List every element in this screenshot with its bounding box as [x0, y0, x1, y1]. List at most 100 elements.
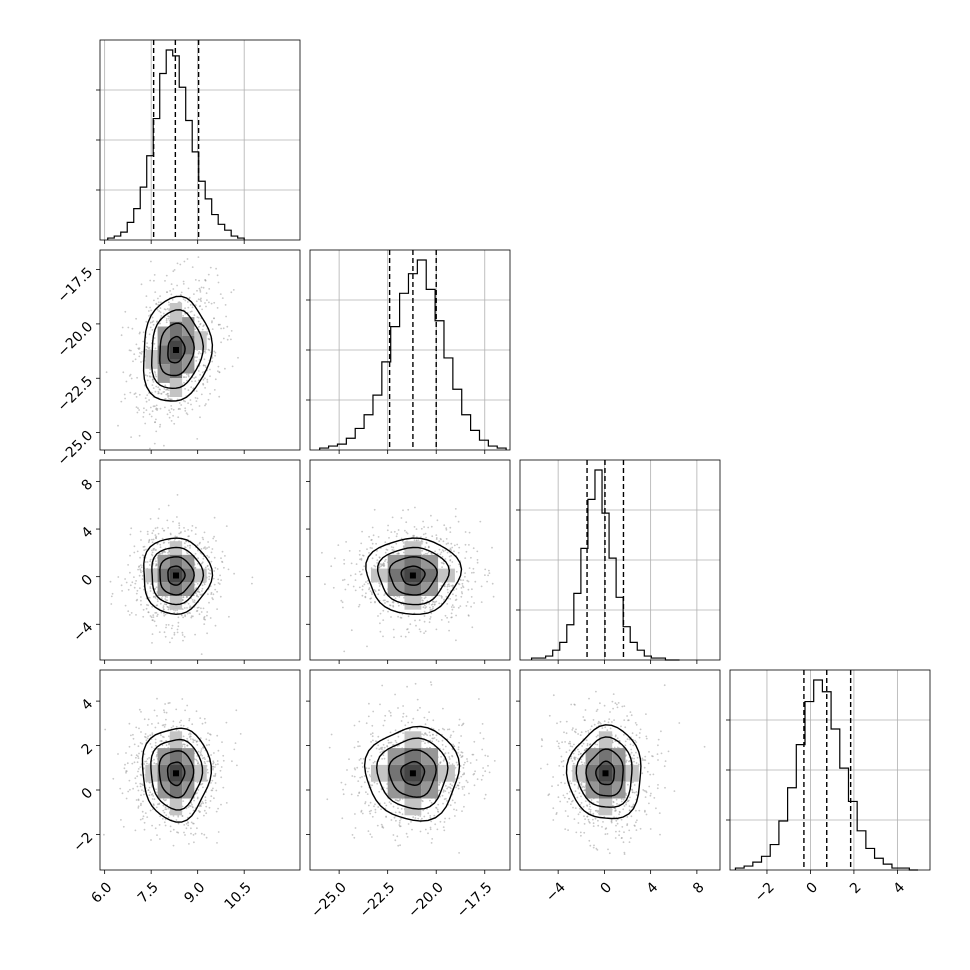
scatter-point — [181, 634, 184, 636]
scatter-point — [371, 547, 373, 549]
scatter-point — [420, 536, 422, 538]
scatter-point — [326, 798, 329, 801]
scatter-point — [153, 342, 156, 345]
scatter-point — [146, 604, 148, 606]
scatter-point — [435, 537, 438, 539]
scatter-point — [170, 293, 173, 296]
scatter-point — [154, 534, 157, 536]
scatter-point — [154, 347, 157, 350]
scatter-point — [393, 636, 395, 639]
scatter-point — [103, 833, 105, 836]
scatter-point — [353, 724, 356, 727]
scatter-point — [367, 830, 370, 832]
scatter-point — [230, 338, 232, 341]
scatter-point — [139, 782, 142, 785]
scatter-point — [119, 787, 122, 790]
scatter-point — [198, 613, 201, 616]
scatter-point — [202, 802, 205, 805]
scatter-point — [147, 718, 150, 721]
scatter-point — [438, 729, 440, 731]
scatter-point — [127, 588, 130, 591]
scatter-point — [141, 574, 144, 577]
scatter-point — [207, 568, 210, 570]
scatter-point — [429, 734, 432, 737]
scatter-point — [359, 757, 362, 760]
scatter-point — [148, 539, 151, 542]
density-frame-3-1 — [99, 459, 301, 661]
scatter-point — [193, 799, 196, 802]
scatter-point — [397, 707, 399, 709]
scatter-point — [465, 605, 468, 607]
scatter-point — [121, 792, 124, 795]
scatter-point — [164, 613, 167, 616]
scatter-point — [145, 306, 148, 309]
scatter-point — [222, 327, 225, 330]
scatter-point — [153, 804, 155, 807]
scatter-point — [105, 371, 108, 374]
scatter-point — [155, 535, 158, 538]
scatter-point — [578, 792, 581, 794]
scatter-point — [368, 588, 370, 591]
scatter-point — [354, 589, 357, 592]
scatter-point — [151, 316, 154, 319]
scatter-point — [463, 805, 465, 808]
scatter-point — [633, 791, 636, 794]
scatter-point — [203, 623, 206, 625]
scatter-point — [357, 605, 360, 608]
scatter-point — [136, 550, 139, 553]
scatter-point — [580, 731, 583, 734]
scatter-point — [138, 574, 141, 577]
scatter-point — [195, 400, 198, 402]
scatter-point — [213, 752, 215, 754]
scatter-point — [330, 733, 333, 736]
scatter-point — [194, 633, 197, 636]
scatter-point — [149, 326, 152, 329]
scatter-point — [379, 622, 381, 625]
scatter-point — [409, 623, 412, 626]
scatter-point — [149, 590, 152, 592]
scatter-point — [392, 834, 395, 836]
scatter-point — [165, 711, 168, 714]
scatter-point — [139, 766, 142, 768]
scatter-point — [195, 360, 198, 362]
scatter-point — [573, 818, 576, 820]
scatter-point — [463, 763, 465, 766]
scatter-point — [558, 765, 561, 767]
scatter-point — [413, 526, 416, 528]
scatter-point — [332, 586, 335, 589]
scatter-point — [197, 762, 199, 765]
scatter-point — [143, 793, 145, 796]
scatter-point — [465, 779, 468, 782]
scatter-point — [205, 805, 208, 808]
scatter-point — [156, 834, 158, 836]
scatter-point — [213, 570, 216, 572]
scatter-point — [184, 614, 187, 616]
scatter-point — [394, 739, 397, 742]
scatter-point — [361, 588, 364, 591]
scatter-point — [397, 615, 399, 618]
scatter-point — [195, 710, 198, 713]
scatter-point — [471, 626, 474, 629]
scatter-point — [467, 588, 470, 591]
scatter-point — [484, 574, 486, 576]
scatter-point — [149, 558, 152, 561]
scatter-point — [396, 533, 398, 535]
scatter-point — [193, 293, 195, 295]
scatter-point — [184, 312, 187, 315]
scatter-point — [449, 531, 452, 533]
scatter-point — [487, 764, 489, 767]
scatter-point — [402, 732, 404, 734]
scatter-point — [377, 615, 379, 617]
scatter-point — [383, 564, 386, 567]
scatter-point — [203, 324, 205, 327]
scatter-point — [184, 746, 186, 748]
scatter-point — [139, 785, 142, 788]
scatter-point — [166, 605, 169, 608]
density-cell — [169, 321, 183, 341]
scatter-point — [212, 768, 214, 771]
scatter-point — [186, 607, 188, 609]
scatter-point — [136, 376, 139, 379]
scatter-point — [384, 599, 386, 602]
scatter-point — [149, 279, 152, 282]
scatter-point — [565, 732, 568, 735]
